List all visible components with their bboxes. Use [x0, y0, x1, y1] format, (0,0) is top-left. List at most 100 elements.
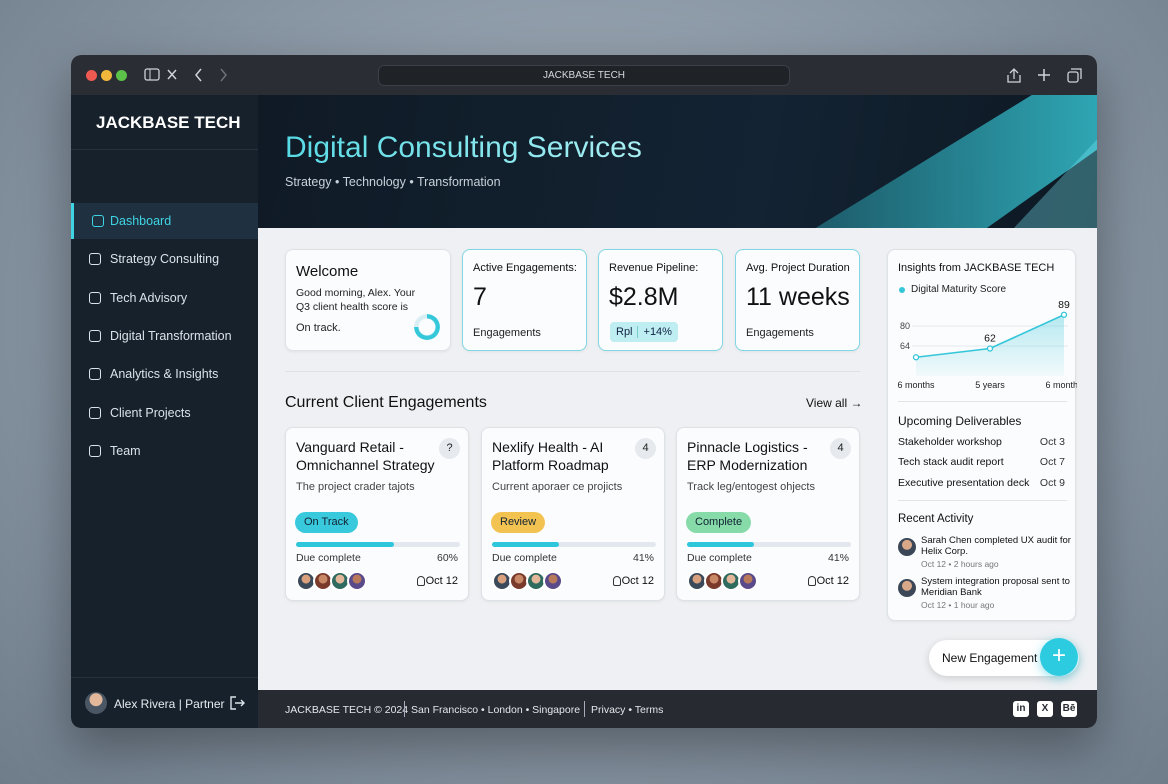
metric-value: 11 weeks — [746, 283, 850, 311]
copyright: JACKBASE TECH © 2024 — [285, 704, 409, 716]
engagement-card[interactable]: Nexlify Health - AI Platform Roadmap 4 Cur… — [481, 427, 665, 601]
nav-label: Tech Advisory — [110, 290, 188, 305]
status-pill: Review — [491, 512, 546, 533]
nav-label: Client Projects — [110, 405, 191, 420]
deliverable-date: Oct 3 — [1039, 436, 1065, 448]
delta-value: +14% — [643, 326, 672, 338]
progress-label: 41% — [632, 552, 654, 564]
hero-subtitle: Strategy • Technology • Transformation — [285, 175, 501, 189]
hero-title: Digital Consulting Services — [285, 131, 642, 164]
data-label: 62 — [984, 333, 996, 345]
due-date: Oct 12 — [425, 575, 458, 587]
metric-label: Revenue Pipeline: — [609, 262, 699, 274]
nav-item[interactable]: Client Projects — [71, 395, 258, 431]
x-tick-label: 5 years — [975, 380, 1005, 390]
nav-label: Dashboard — [110, 214, 172, 228]
card-title: Vanguard Retail - Omnichannel Strategy — [296, 439, 435, 473]
metric-value: $2.8M — [609, 283, 679, 311]
progress-label: 60% — [436, 552, 458, 564]
legend-dot — [899, 287, 905, 293]
separator — [584, 701, 585, 717]
progress-track — [687, 542, 851, 547]
status-pill: On Track — [295, 512, 358, 533]
welcome-text: Good morning, Alex. Your Q3 client healt… — [296, 287, 416, 313]
minimize-button[interactable] — [101, 70, 112, 81]
delta-badge: Rpl +14% — [610, 322, 678, 342]
health-ring — [414, 314, 440, 340]
welcome-status: On track. — [296, 322, 341, 334]
insights-panel: Insights from JACKBASE TECH Upcoming Del… — [887, 249, 1077, 621]
y-tick-label: 80 — [900, 321, 910, 331]
progress-track — [296, 542, 460, 547]
engagement-card[interactable]: Vanguard Retail - Omnichannel Strategy? T… — [285, 427, 469, 601]
count-badge: 4 — [635, 438, 656, 459]
progress-bar — [296, 542, 395, 547]
point — [1060, 311, 1068, 318]
card-description: Current aporaer ce projicts — [492, 481, 623, 493]
progress-bar — [687, 542, 755, 547]
line-chart: 64 80 6 months 5 years 6 months 62 89 — [897, 299, 1077, 390]
progress-caption: Due complete — [296, 552, 361, 564]
metric-label: Avg. Project Duration — [746, 262, 850, 274]
nav-label: Analytics & Insights — [110, 367, 219, 382]
count-badge: 4 — [830, 438, 851, 459]
divider — [898, 500, 1067, 501]
x-tick-label: 6 months — [1045, 380, 1077, 390]
x-tick-label: 6 months — [897, 380, 935, 390]
avatar — [347, 571, 367, 591]
brand: JACKBASE TECH — [96, 113, 241, 132]
nav-icon — [92, 215, 104, 227]
divider — [898, 401, 1067, 402]
browser-window: JACKBASE TECH JACKBASE TECH Alex Rivera … — [71, 55, 1097, 728]
nav-icon — [89, 329, 101, 342]
divider — [285, 371, 860, 372]
nav-icon — [89, 406, 101, 419]
card-title: Nexlify Health - AI Platform Roadmap — [492, 439, 609, 473]
social-icon[interactable]: Bē — [1061, 701, 1077, 717]
address-bar[interactable]: JACKBASE TECH — [378, 65, 790, 86]
divider — [71, 677, 258, 678]
activity-avatar — [898, 579, 916, 597]
status-pill: Complete — [686, 512, 752, 533]
nav-label: Team — [110, 443, 141, 458]
welcome-title: Welcome — [296, 263, 359, 280]
activity-title: Recent Activity — [898, 513, 974, 525]
progress-track — [492, 542, 656, 547]
close-button[interactable] — [86, 70, 97, 81]
activity-time: Oct 12 • 2 hours ago — [921, 559, 999, 569]
footer-links[interactable]: Privacy • Terms — [591, 704, 664, 716]
engagement-card[interactable]: Pinnacle Logistics - ERP Modernization 4 T… — [676, 427, 860, 601]
nav-icon — [89, 444, 101, 457]
avatar — [738, 571, 758, 591]
locations: San Francisco • London • Singapore — [411, 704, 581, 716]
activity-text: Sarah Chen completed UX audit for Helix … — [921, 535, 1071, 557]
view-all-link[interactable]: View all → — [806, 396, 863, 410]
nav-item[interactable]: Tech Advisory — [71, 280, 258, 316]
zoom-button[interactable] — [116, 70, 127, 81]
count-badge: ? — [439, 438, 460, 459]
metric-card: Avg. Project Duration 11 weeks Engagements — [735, 249, 860, 351]
logout-icon[interactable] — [229, 695, 245, 711]
data-label: 89 — [1058, 299, 1070, 311]
hero-banner: Digital Consulting Services Strategy • T… — [258, 95, 1097, 228]
nav-item[interactable]: Dashboard — [71, 203, 258, 239]
metric-note: Engagements — [746, 327, 814, 339]
activity-time: Oct 12 • 1 hour ago — [921, 600, 995, 610]
social-icon[interactable]: in — [1013, 701, 1029, 717]
progress-caption: Due complete — [492, 552, 557, 564]
add-button[interactable]: + — [1040, 638, 1078, 676]
point — [912, 354, 920, 361]
nav-item[interactable]: Strategy Consulting — [71, 241, 258, 277]
nav-item[interactable]: Digital Transformation — [71, 318, 258, 354]
card-title: Pinnacle Logistics - ERP Modernization — [687, 439, 808, 473]
deliverable-date: Oct 7 — [1039, 456, 1065, 469]
sidebar: JACKBASE TECH Alex Rivera | Partner Dash… — [71, 95, 258, 728]
deliverable-name: Tech stack audit report — [898, 456, 1004, 469]
calendar-icon — [613, 576, 621, 586]
nav-item[interactable]: Analytics & Insights — [71, 356, 258, 392]
user-name: Alex Rivera | Partner — [114, 697, 225, 711]
view-all-text: View all — [806, 396, 848, 410]
nav-item[interactable]: Team — [71, 433, 258, 469]
social-icon[interactable]: X — [1037, 701, 1053, 717]
